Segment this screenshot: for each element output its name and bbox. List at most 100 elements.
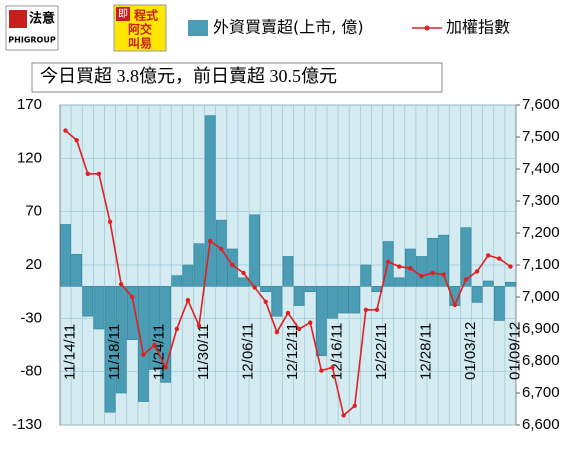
bar bbox=[93, 286, 105, 330]
bar bbox=[271, 286, 283, 317]
bar bbox=[304, 286, 316, 292]
bar bbox=[416, 256, 427, 287]
bar bbox=[471, 286, 483, 303]
bar bbox=[282, 256, 294, 287]
x-tick-label: 12/06/11 bbox=[239, 323, 256, 380]
index-point bbox=[308, 320, 313, 325]
index-point bbox=[296, 326, 302, 332]
y2-tick-label: 7,000 bbox=[522, 288, 560, 305]
bar bbox=[327, 286, 338, 319]
y2-tick-label: 7,500 bbox=[522, 128, 560, 145]
y2-tick-label: 7,100 bbox=[522, 256, 560, 273]
index-point bbox=[352, 403, 357, 408]
index-point bbox=[463, 277, 469, 282]
logo-badge: 即 程式 阿交 叫易 bbox=[113, 4, 167, 52]
bar bbox=[260, 286, 272, 292]
bar bbox=[171, 275, 183, 287]
y-tick-label: 170 bbox=[17, 96, 42, 113]
y2-tick-label: 6,900 bbox=[522, 320, 560, 337]
bar bbox=[438, 234, 450, 287]
bar bbox=[349, 286, 361, 314]
logo-icon bbox=[9, 10, 27, 28]
bar bbox=[316, 286, 327, 356]
index-point bbox=[107, 219, 113, 224]
index-point bbox=[274, 330, 280, 335]
index-point bbox=[374, 307, 380, 312]
y2-tick-label: 7,300 bbox=[522, 192, 560, 209]
index-point bbox=[497, 256, 502, 261]
badge-text: 阿交 bbox=[128, 22, 152, 37]
bar bbox=[371, 286, 383, 292]
y-tick-label: 70 bbox=[25, 203, 42, 220]
index-point bbox=[241, 270, 246, 276]
bar bbox=[427, 238, 438, 287]
legend-swatch bbox=[188, 20, 208, 36]
x-tick-label: 12/12/11 bbox=[284, 323, 301, 380]
bar bbox=[493, 286, 505, 321]
x-tick-label: 11/18/11 bbox=[106, 324, 123, 380]
bar bbox=[393, 277, 405, 287]
index-point bbox=[385, 259, 391, 264]
index-point bbox=[319, 368, 324, 373]
subtitle: 今日買超 3.8億元，前日賣超 30.5億元 bbox=[40, 66, 337, 86]
index-point bbox=[141, 352, 146, 357]
legend-label: 外資買賣超(上市, 億) bbox=[213, 18, 364, 37]
logo-brand: 法意 PHIGROUP bbox=[5, 5, 59, 51]
index-point bbox=[397, 264, 402, 269]
index-point bbox=[152, 342, 157, 348]
index-point bbox=[285, 310, 291, 316]
index-point bbox=[408, 266, 413, 271]
x-tick-label: 11/24/11 bbox=[151, 324, 168, 380]
y2-tick-label: 6,800 bbox=[522, 352, 560, 369]
bar bbox=[104, 286, 116, 413]
badge-icon bbox=[116, 7, 130, 21]
index-point bbox=[363, 307, 369, 312]
y2-tick-label: 7,400 bbox=[522, 160, 560, 177]
index-point bbox=[474, 269, 480, 274]
badge-frame bbox=[113, 4, 167, 52]
index-point bbox=[485, 253, 491, 258]
y-tick-label: -80 bbox=[20, 363, 42, 380]
index-point bbox=[74, 138, 79, 143]
index-point bbox=[196, 323, 202, 328]
bar bbox=[215, 219, 227, 287]
bar bbox=[60, 224, 71, 287]
bar bbox=[204, 115, 216, 287]
y2-tick-label: 6,700 bbox=[522, 384, 560, 401]
bar bbox=[138, 286, 149, 402]
bar bbox=[505, 281, 516, 287]
bar bbox=[338, 286, 349, 314]
index-point bbox=[207, 238, 213, 244]
index-point bbox=[419, 274, 424, 279]
bar bbox=[160, 286, 172, 383]
bar bbox=[360, 264, 372, 287]
index-point bbox=[252, 285, 257, 290]
bar bbox=[249, 214, 260, 287]
y2-tick-label: 7,600 bbox=[522, 96, 560, 113]
index-point bbox=[130, 294, 135, 300]
legend-point bbox=[424, 25, 430, 31]
y-tick-label: -30 bbox=[20, 309, 42, 326]
subtitle-box bbox=[31, 62, 443, 93]
logo-subtext: PHIGROUP bbox=[8, 36, 56, 45]
index-point bbox=[452, 302, 458, 308]
index-point bbox=[63, 128, 68, 133]
index-point bbox=[330, 365, 335, 370]
index-point bbox=[118, 282, 124, 287]
index-point bbox=[263, 299, 268, 304]
bar bbox=[149, 286, 160, 370]
index-point bbox=[85, 171, 91, 176]
logo-text: 法意 bbox=[29, 11, 55, 27]
x-tick-label: 12/28/11 bbox=[417, 323, 434, 380]
index-point bbox=[341, 413, 346, 418]
index-point bbox=[230, 262, 235, 268]
x-tick-label: 11/14/11 bbox=[62, 324, 79, 380]
bar bbox=[193, 243, 205, 287]
y2-tick-label: 7,200 bbox=[522, 224, 560, 241]
bar bbox=[71, 254, 83, 287]
x-tick-label: 12/22/11 bbox=[373, 323, 390, 380]
x-tick-label: 11/30/11 bbox=[195, 324, 212, 380]
index-point bbox=[430, 270, 435, 276]
bar bbox=[82, 286, 94, 317]
